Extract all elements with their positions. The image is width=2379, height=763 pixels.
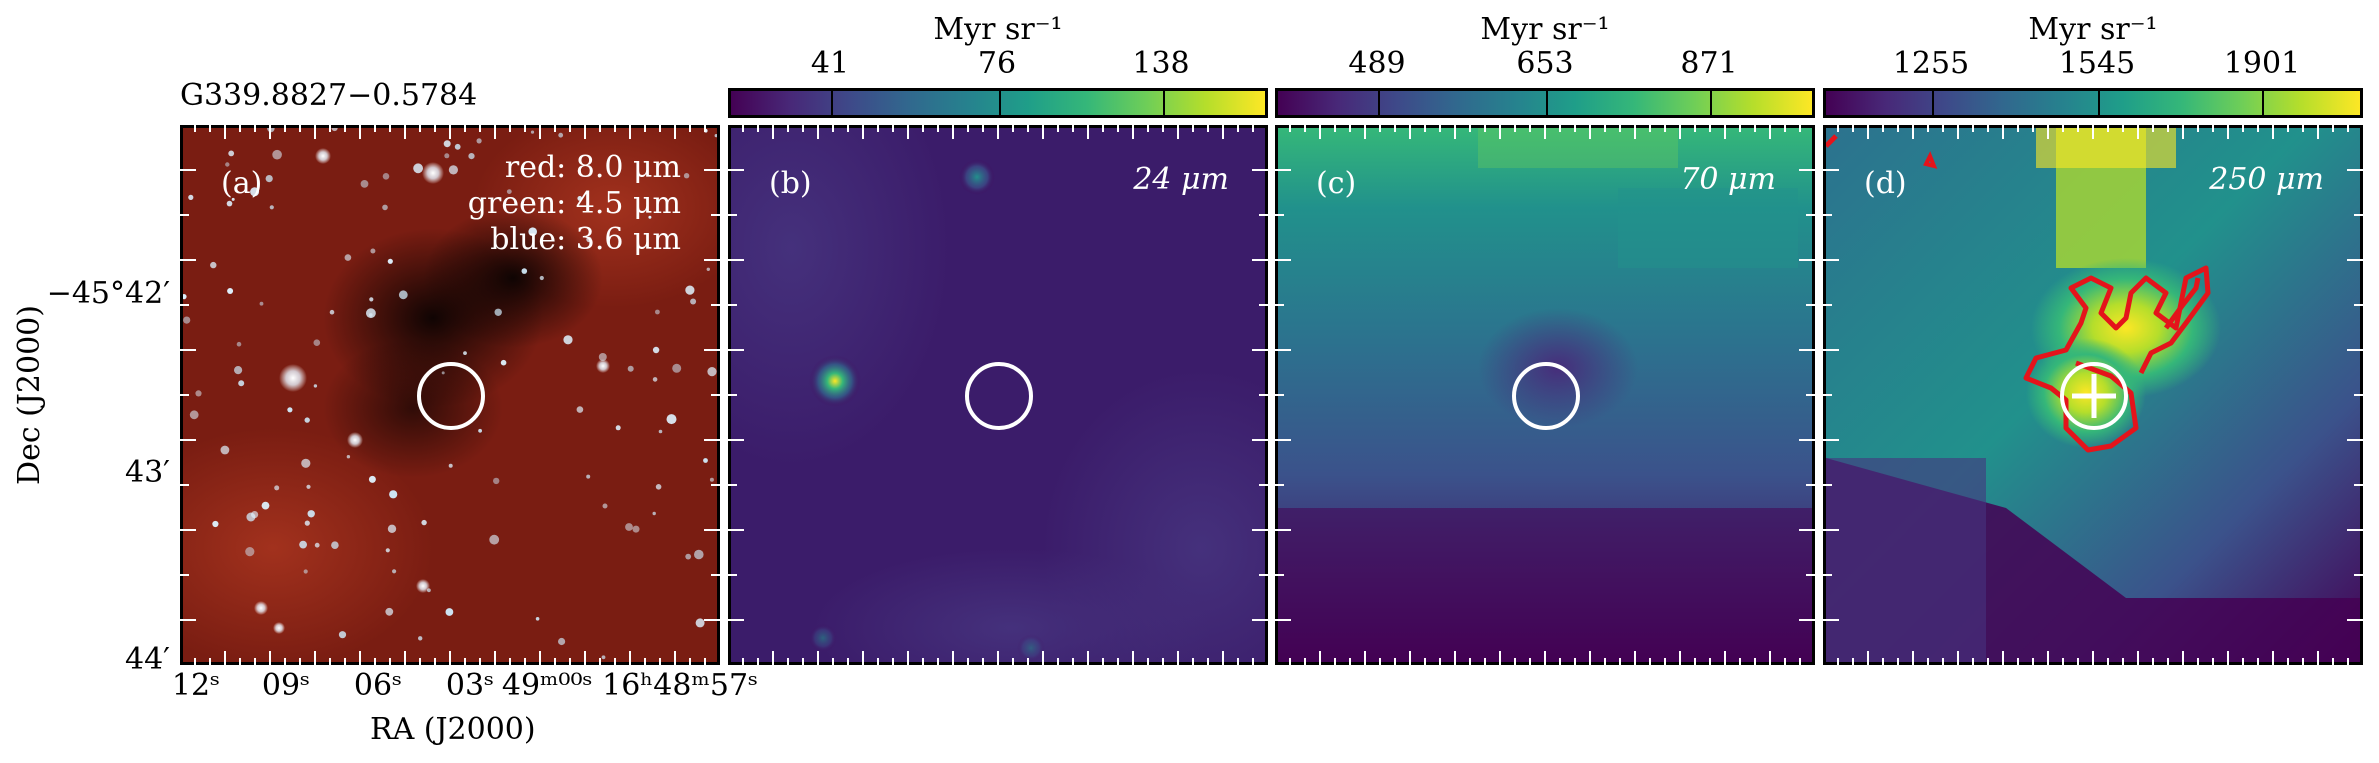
colorbar-b [728, 88, 1268, 118]
colorbar-b-tick-3: 138 [1132, 46, 1190, 81]
panel-b-24um-image: (b) 24 μm [728, 125, 1268, 665]
colorbar-c-unit: Myr sr⁻¹ [1480, 12, 1610, 47]
colorbar-c [1275, 88, 1815, 118]
xtick-label-12s: 12ˢ [171, 668, 221, 703]
legend-green: green: 4.5 μm [467, 186, 681, 221]
ytick-label-42: −45°42′ [46, 276, 170, 311]
y-axis-title: Dec (J2000) [11, 305, 47, 485]
ytick-label-44: 44′ [125, 642, 170, 677]
xtick-label-09s: 09ˢ [261, 668, 311, 703]
colorbar-d [1823, 88, 2363, 118]
panel-a-label: (a) [221, 166, 263, 201]
xtick-label-49m: 49ᵐ⁰⁰ˢ 16ʰ48ᵐ57ˢ [501, 668, 759, 703]
panel-c-wavelength: 70 μm [1680, 162, 1776, 197]
source-name: G339.8827−0.5784 [180, 78, 478, 113]
colorbar-c-tick-3: 871 [1680, 46, 1738, 81]
colorbar-b-tick-1: 41 [810, 46, 850, 81]
colorbar-c-tick-2: 653 [1516, 46, 1574, 81]
colorbar-d-tick-1: 1255 [1892, 46, 1970, 81]
colorbar-b-tick-2: 76 [977, 46, 1017, 81]
colorbar-d-unit: Myr sr⁻¹ [2028, 12, 2158, 47]
colorbar-d-tick-3: 1901 [2223, 46, 2301, 81]
colorbar-c-tick-1: 489 [1348, 46, 1406, 81]
ytick-label-43: 43′ [125, 455, 170, 490]
panel-d-label: (d) [1864, 166, 1907, 201]
panel-c-70um-image: (c) 70 μm [1275, 125, 1815, 665]
panel-a-rgb-image: (a) red: 8.0 μm green: 4.5 μm blue: 3.6 … [180, 125, 720, 665]
colorbar-b-unit: Myr sr⁻¹ [933, 12, 1063, 47]
legend-blue: blue: 3.6 μm [490, 222, 681, 257]
panel-b-label: (b) [769, 166, 812, 201]
panel-c-label: (c) [1316, 166, 1357, 201]
panel-d-wavelength: 250 μm [2209, 162, 2324, 197]
panel-d-250um-image: (d) 250 μm [1823, 125, 2363, 665]
xtick-label-03s: 03ˢ [445, 668, 495, 703]
colorbar-d-tick-2: 1545 [2058, 46, 2136, 81]
legend-red: red: 8.0 μm [504, 150, 681, 185]
xtick-label-06s: 06ˢ [353, 668, 403, 703]
panel-b-wavelength: 24 μm [1133, 162, 1229, 197]
x-axis-title: RA (J2000) [370, 712, 536, 747]
